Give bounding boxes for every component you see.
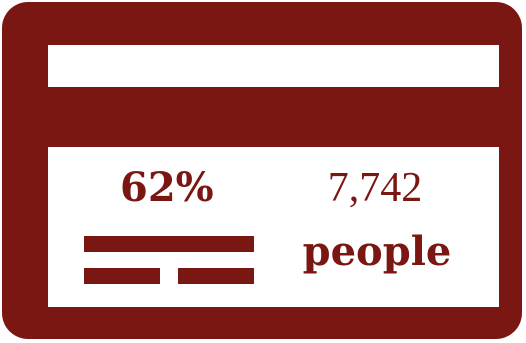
percentage-value: 62% <box>120 164 214 211</box>
text-line-short-left <box>84 268 160 284</box>
text-line-short-right <box>178 268 254 284</box>
card-magnetic-stripe <box>48 45 499 87</box>
count-unit-label: people <box>302 228 452 275</box>
text-line-long <box>84 236 254 252</box>
people-count: 7,742 <box>327 165 423 211</box>
